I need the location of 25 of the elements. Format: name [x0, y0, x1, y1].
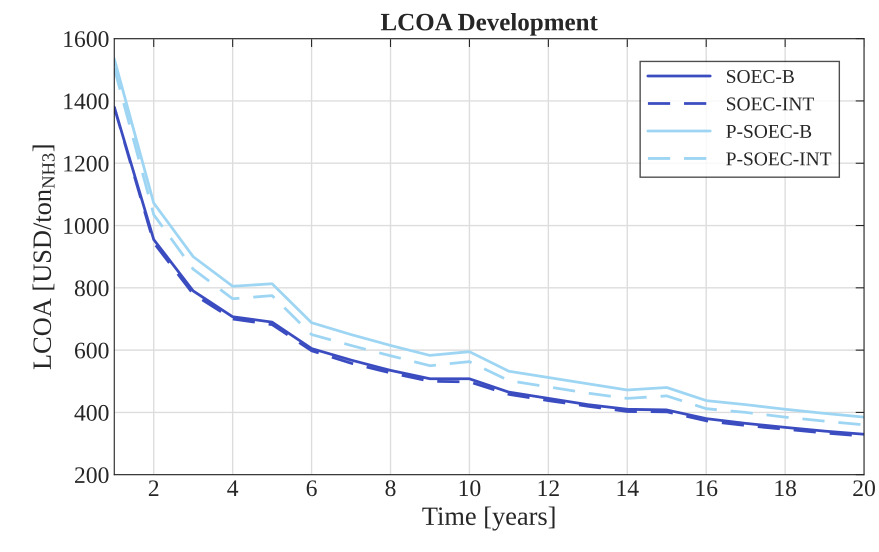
x-tick-label: 8: [386, 480, 396, 496]
y-tick-label: 1200: [64, 156, 109, 172]
x-tick-label: 10: [460, 480, 480, 496]
legend-label: SOEC-B: [727, 70, 794, 84]
x-tick-label: 14: [618, 480, 639, 496]
x-tick-label: 16: [696, 480, 718, 496]
y-tick-label: 1400: [64, 93, 109, 110]
x-tick-label: 6: [306, 480, 317, 496]
legend-label: P-SOEC-INT: [726, 152, 832, 166]
y-tick-label: 1600: [64, 31, 109, 48]
y-axis-title: LCOA [USD/ton$_{NH3}$]: [32, 145, 55, 370]
legend-label: P-SOEC-B: [726, 124, 812, 138]
y-tick-label: 600: [75, 342, 109, 359]
y-tick-label: 800: [74, 280, 109, 296]
x-tick-label: 20: [853, 480, 875, 496]
x-tick-label: 2: [148, 480, 158, 496]
legend-label: SOEC-INT: [727, 97, 814, 110]
x-tick-label: 18: [775, 480, 796, 496]
x-tick-label: 4: [227, 480, 238, 496]
chart-title: LCOA Development: [380, 12, 598, 36]
y-tick-label: 200: [75, 467, 109, 484]
y-tick-label: 400: [74, 404, 109, 421]
x-axis-title: Time [years]: [422, 506, 555, 531]
x-tick-label: 12: [538, 480, 559, 496]
y-tick-label: 1000: [64, 218, 109, 234]
